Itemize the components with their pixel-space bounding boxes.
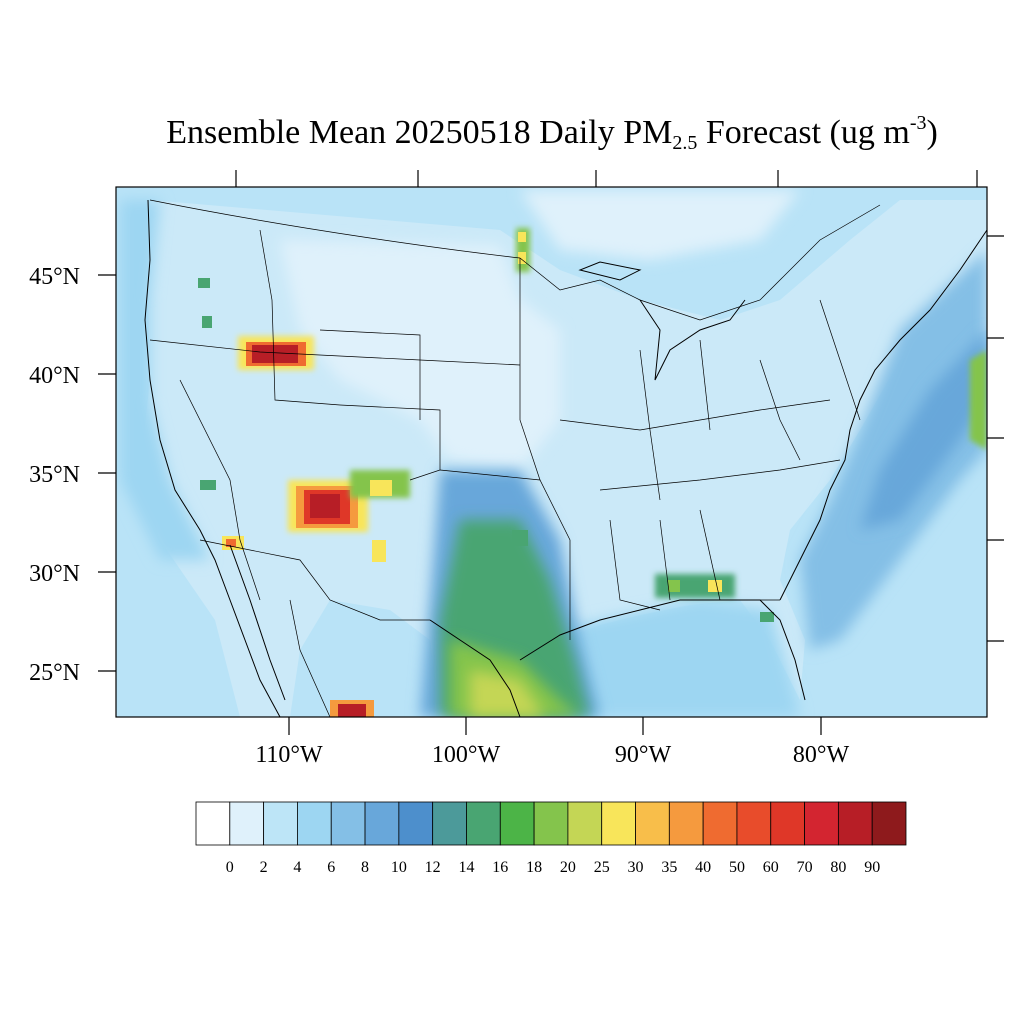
lon-label: 90°W (615, 742, 672, 768)
lat-label: 35°N (29, 462, 80, 488)
colorbar-label: 30 (628, 859, 644, 876)
lat-label: 40°N (29, 363, 80, 389)
colorbar-label: 8 (361, 859, 369, 876)
colorbar-swatch (263, 801, 298, 846)
longitude-labels: 110°W 100°W 90°W 80°W (255, 742, 849, 768)
lat-label: 25°N (29, 660, 80, 686)
colorbar-swatch (432, 801, 467, 846)
state-boundaries (149, 199, 881, 717)
colorbar: 0 2 4 6 8 10 12 14 16 18 20 25 30 35 40 50 60 70 80 90 (195, 801, 907, 876)
texas-plume-core (470, 670, 545, 717)
colorbar-label: 4 (293, 859, 301, 876)
colorbar-label: 20 (560, 859, 576, 876)
fire-hotspot-new-mexico (288, 470, 410, 562)
colorbar-label: 2 (260, 859, 268, 876)
atlantic-green-patch (970, 350, 987, 450)
colorbar-label: 16 (492, 859, 508, 876)
colorbar-swatch (466, 801, 501, 846)
colorbar-label: 90 (864, 859, 880, 876)
lat-label: 30°N (29, 561, 80, 587)
colorbar-swatch (229, 801, 265, 846)
lon-label: 80°W (793, 742, 850, 768)
latitude-labels: 45°N 40°N 35°N 30°N 25°N (29, 264, 80, 686)
colorbar-swatch (499, 801, 535, 846)
hotspot-minnesota (516, 228, 530, 272)
colorbar-swatch (871, 801, 907, 846)
lon-label: 110°W (255, 742, 323, 768)
hotspot-small-west (198, 278, 774, 622)
colorbar-swatch (398, 801, 434, 846)
northern-band (520, 190, 800, 260)
chart-title: Ensemble Mean 20250518 Daily PM2.5 Forec… (0, 112, 1024, 155)
colorbar-label: 70 (797, 859, 813, 876)
colorbar-label: 18 (526, 859, 542, 876)
west-coast-band (120, 200, 210, 560)
colorbar-label: 10 (391, 859, 407, 876)
axis-ticks (98, 170, 1004, 735)
map-field (116, 187, 987, 717)
title-middle: Forecast (ug m (697, 114, 910, 151)
fire-hotspot-mexico (330, 700, 374, 717)
colorbar-label: 14 (458, 859, 474, 876)
colorbar-label: 35 (661, 859, 677, 876)
fire-hotspot-arizona (222, 536, 244, 550)
colorbar-label: 25 (594, 859, 610, 876)
map-frame (115, 186, 988, 718)
colorbar-swatch (364, 801, 400, 846)
atlantic-deep (860, 330, 987, 530)
coastlines (144, 199, 987, 717)
colorbar-label: 0 (226, 859, 234, 876)
colorbar-label: 12 (425, 859, 441, 876)
colorbar-label: 60 (763, 859, 779, 876)
colorbar-swatch (601, 801, 636, 846)
colorbar-label: 6 (327, 859, 335, 876)
colorbar-swatch (668, 801, 704, 846)
title-prefix: Ensemble Mean 20250518 Daily PM (166, 114, 673, 151)
colorbar-label: 40 (695, 859, 711, 876)
title-superscript: -3 (909, 112, 927, 134)
colorbar-swatch (736, 801, 772, 846)
colorbar-swatch (297, 801, 332, 846)
colorbar-swatch (195, 801, 231, 846)
colorbar-swatch (804, 801, 839, 846)
colorbar-label: 80 (830, 859, 846, 876)
colorbar-swatch (330, 801, 366, 846)
colorbar-label: 50 (729, 859, 745, 876)
colorbar-swatch (635, 801, 670, 846)
colorbar-swatch (533, 801, 569, 846)
title-suffix: ) (926, 114, 938, 151)
title-subscript: 2.5 (672, 132, 698, 154)
colorbar-swatch (567, 801, 603, 846)
colorbar-swatch (770, 801, 805, 846)
colorbar-swatch (837, 801, 873, 846)
lon-label: 100°W (432, 742, 501, 768)
lat-label: 45°N (29, 264, 80, 290)
colorbar-swatch (702, 801, 738, 846)
